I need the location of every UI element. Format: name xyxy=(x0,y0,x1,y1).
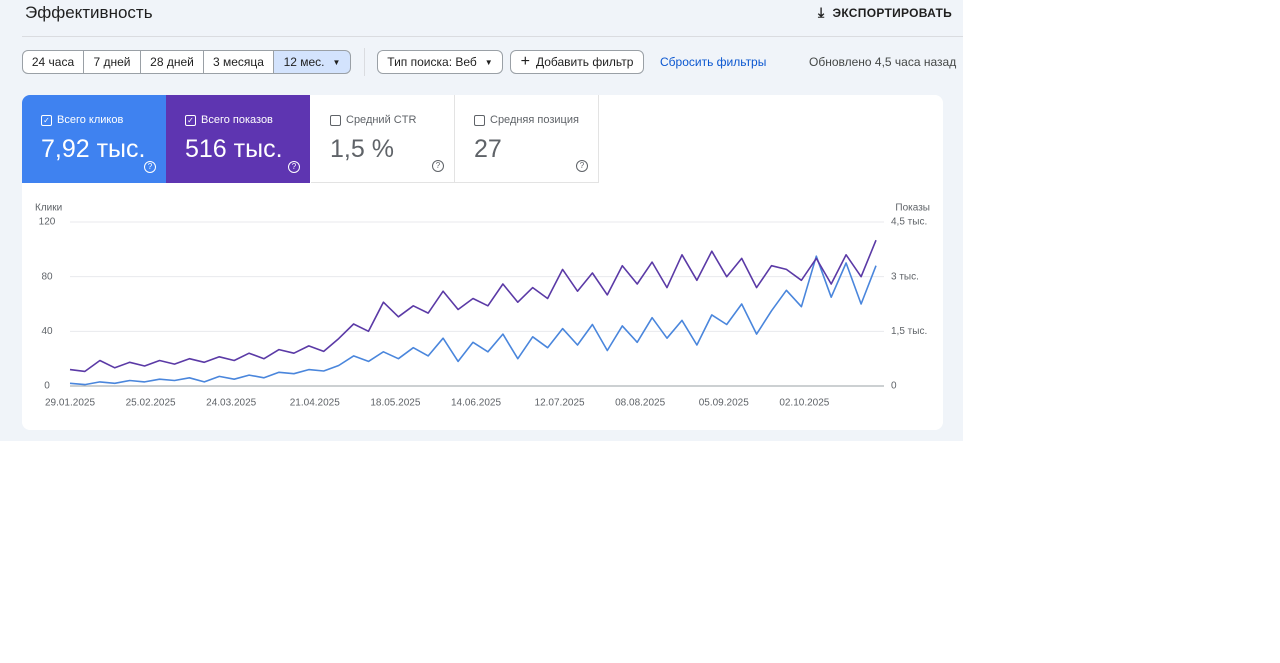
series-line xyxy=(69,255,877,386)
add-filter-label: Добавить фильтр xyxy=(535,55,634,69)
y-tick-label: 40 xyxy=(41,326,53,337)
metric-value: 1,5 % xyxy=(330,135,394,163)
metric-value: 27 xyxy=(474,135,502,163)
y-tick-label: 0 xyxy=(44,381,50,392)
x-tick-label: 02.10.2025 xyxy=(779,398,829,409)
metric-label: Всего кликов xyxy=(57,114,124,126)
metric-card[interactable]: ✓ Всего кликов 7,92 тыс.? xyxy=(22,95,166,183)
x-tick-label: 14.06.2025 xyxy=(451,398,501,409)
range-chip[interactable]: 24 часа xyxy=(22,50,84,74)
x-tick-label: 21.04.2025 xyxy=(290,398,340,409)
y2-tick-label: 4,5 тыс. xyxy=(891,217,927,228)
x-tick-label: 18.05.2025 xyxy=(370,398,420,409)
metric-card[interactable]: Средняя позиция 27? xyxy=(455,95,599,183)
y2-tick-label: 0 xyxy=(891,381,897,392)
x-tick-label: 05.09.2025 xyxy=(699,398,749,409)
divider xyxy=(22,36,963,37)
metric-label: Всего показов xyxy=(201,114,273,126)
search-type-label: Тип поиска: Веб xyxy=(387,55,477,69)
x-tick-label: 24.03.2025 xyxy=(206,398,256,409)
range-chip[interactable]: 3 месяца xyxy=(203,50,274,74)
x-tick-label: 25.02.2025 xyxy=(126,398,176,409)
x-tick-label: 12.07.2025 xyxy=(535,398,585,409)
chart: Клики Показы 0 40 80 120 0 1,5 тыс. 3 тыс. 4,5 … xyxy=(35,203,930,409)
metric-value: 516 тыс. xyxy=(185,135,283,163)
page-title: Эффективность xyxy=(25,3,153,22)
range-chip-selected[interactable]: 12 мес. ▼ xyxy=(273,50,351,74)
x-tick-label: 29.01.2025 xyxy=(45,398,95,409)
metric-value: 7,92 тыс. xyxy=(41,135,146,163)
y-tick-label: 120 xyxy=(39,217,56,228)
series-line xyxy=(69,239,877,373)
metric-card[interactable]: ✓ Всего показов 516 тыс.? xyxy=(166,95,310,183)
x-tick-label: 08.08.2025 xyxy=(615,398,665,409)
y-tick-label: 80 xyxy=(41,271,53,282)
y2-tick-label: 3 тыс. xyxy=(891,271,919,282)
export-label: ЭКСПОРТИРОВАТЬ xyxy=(832,5,953,20)
y2-axis-title: Показы xyxy=(895,203,930,214)
metric-label: Средняя позиция xyxy=(490,114,579,126)
updated-text: Обновлено 4,5 часа назад xyxy=(809,55,957,69)
separator xyxy=(364,48,365,76)
reset-link[interactable]: Сбросить фильтры xyxy=(660,55,767,69)
y-axis-title: Клики xyxy=(35,203,62,214)
metric-label: Средний CTR xyxy=(346,114,417,126)
export-button[interactable]: ⤓ ЭКСПОРТИРОВАТЬ xyxy=(818,4,953,20)
range-label: 12 мес. xyxy=(283,55,325,69)
metric-card[interactable]: Средний CTR 1,5 %? xyxy=(311,95,455,183)
y2-tick-label: 1,5 тыс. xyxy=(891,326,927,337)
range-chip[interactable]: 28 дней xyxy=(140,50,204,74)
add-filter-chip[interactable]: + Добавить фильтр xyxy=(510,50,644,74)
search-type-chip[interactable]: Тип поиска: Веб ▼ xyxy=(377,50,503,74)
